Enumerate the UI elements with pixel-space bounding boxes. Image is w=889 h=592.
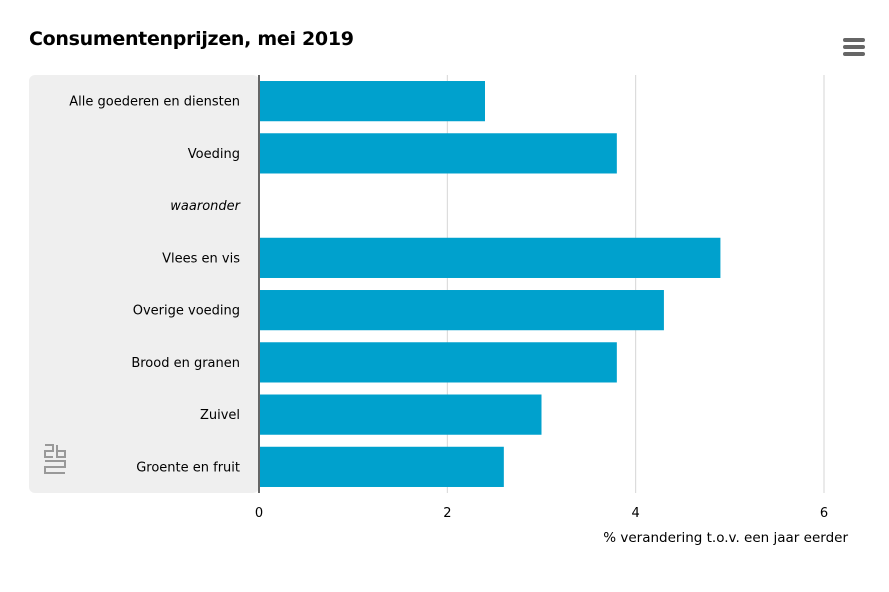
bar[interactable]: [259, 237, 721, 278]
x-tick-label: 2: [443, 506, 451, 521]
bars: [259, 81, 721, 487]
category-label: Vlees en vis: [162, 251, 240, 266]
cbs-logo-icon: [44, 444, 66, 474]
x-tick-label: 4: [632, 506, 640, 521]
hamburger-menu-icon[interactable]: [843, 38, 865, 56]
category-label: Overige voeding: [133, 304, 240, 319]
bar[interactable]: [259, 342, 617, 383]
x-tick-labels: 0 2 4 6: [255, 506, 828, 521]
category-label: Zuivel: [200, 408, 240, 423]
category-panel: [29, 75, 259, 493]
category-label: Alle goederen en diensten: [69, 95, 240, 110]
x-axis-title: % verandering t.o.v. een jaar eerder: [603, 530, 848, 546]
bar[interactable]: [259, 290, 664, 331]
category-label: Groente en fruit: [136, 460, 240, 475]
category-label: Voeding: [188, 147, 240, 162]
category-label: waaronder: [170, 199, 241, 214]
x-tick-label: 0: [255, 506, 263, 521]
bar[interactable]: [259, 133, 617, 174]
bar[interactable]: [259, 446, 504, 487]
category-labels: Alle goederen en diensten Voeding waaronde…: [69, 95, 241, 476]
category-label: Brood en granen: [131, 356, 240, 371]
chart-title: Consumentenprijzen, mei 2019: [29, 28, 354, 50]
bar[interactable]: [259, 81, 485, 122]
x-tick-label: 6: [820, 506, 828, 521]
bar[interactable]: [259, 394, 542, 435]
